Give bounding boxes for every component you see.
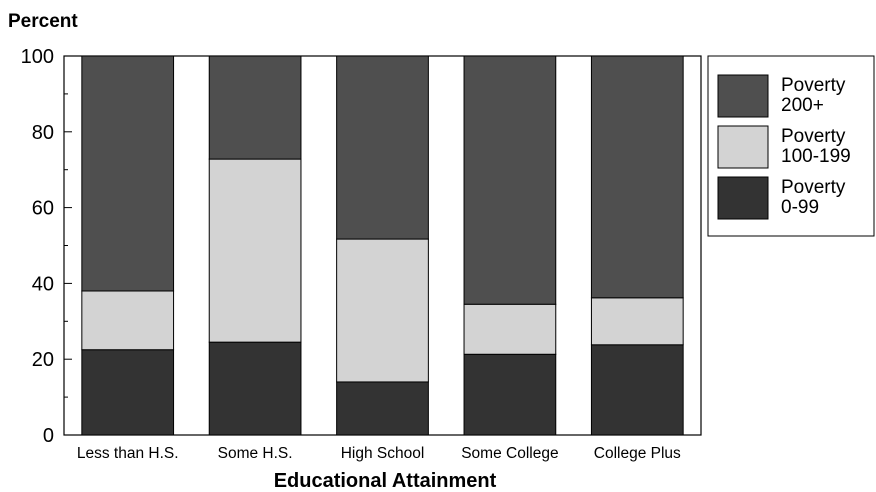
y-tick-label: 100 (21, 46, 54, 68)
legend-label: 0-99 (781, 197, 819, 218)
x-tick-label: High School (341, 445, 425, 462)
bar-segment (590, 297, 684, 346)
bar-segment (463, 353, 557, 436)
bar-segment (81, 55, 175, 292)
bar-segment (336, 381, 429, 436)
bar-segment (590, 55, 684, 299)
y-tick-label: 60 (32, 198, 54, 220)
y-tick-label: 80 (32, 122, 54, 144)
bar-segment (463, 55, 557, 305)
x-tick-label: Less than H.S. (77, 445, 179, 462)
legend-label: Poverty (781, 126, 846, 147)
legend-swatch (717, 176, 769, 220)
y-tick-label: 0 (43, 425, 54, 447)
bar-segment (208, 55, 302, 160)
legend-label: Poverty (781, 177, 846, 198)
legend-label: Poverty (781, 75, 846, 96)
x-tick-label: Some College (461, 445, 558, 462)
x-axis-title: Educational Attainment (274, 470, 497, 492)
y-tick-label: 20 (32, 349, 54, 371)
legend-label: 100-199 (781, 146, 851, 167)
bar-segment (208, 158, 302, 343)
bar-segment (81, 290, 175, 351)
bar-segment (336, 238, 429, 383)
legend-swatch (717, 125, 769, 169)
bar-segment (208, 341, 302, 436)
x-tick-label: Some H.S. (218, 445, 293, 462)
bar-segment (336, 55, 429, 240)
x-axis-categories: Less than H.S. Some H.S. High School Some C… (77, 445, 681, 462)
bar-segment (590, 344, 684, 436)
legend-label: 200+ (781, 95, 824, 116)
bars-group (81, 55, 684, 436)
legend-swatch (717, 74, 769, 118)
y-axis-title: Percent (8, 11, 78, 32)
bar-segment (81, 349, 175, 436)
y-tick-label: 40 (32, 273, 54, 295)
x-tick-label: College Plus (594, 445, 681, 462)
bar-segment (463, 303, 557, 355)
y-axis: 0 20 40 60 80 100 (21, 46, 72, 447)
